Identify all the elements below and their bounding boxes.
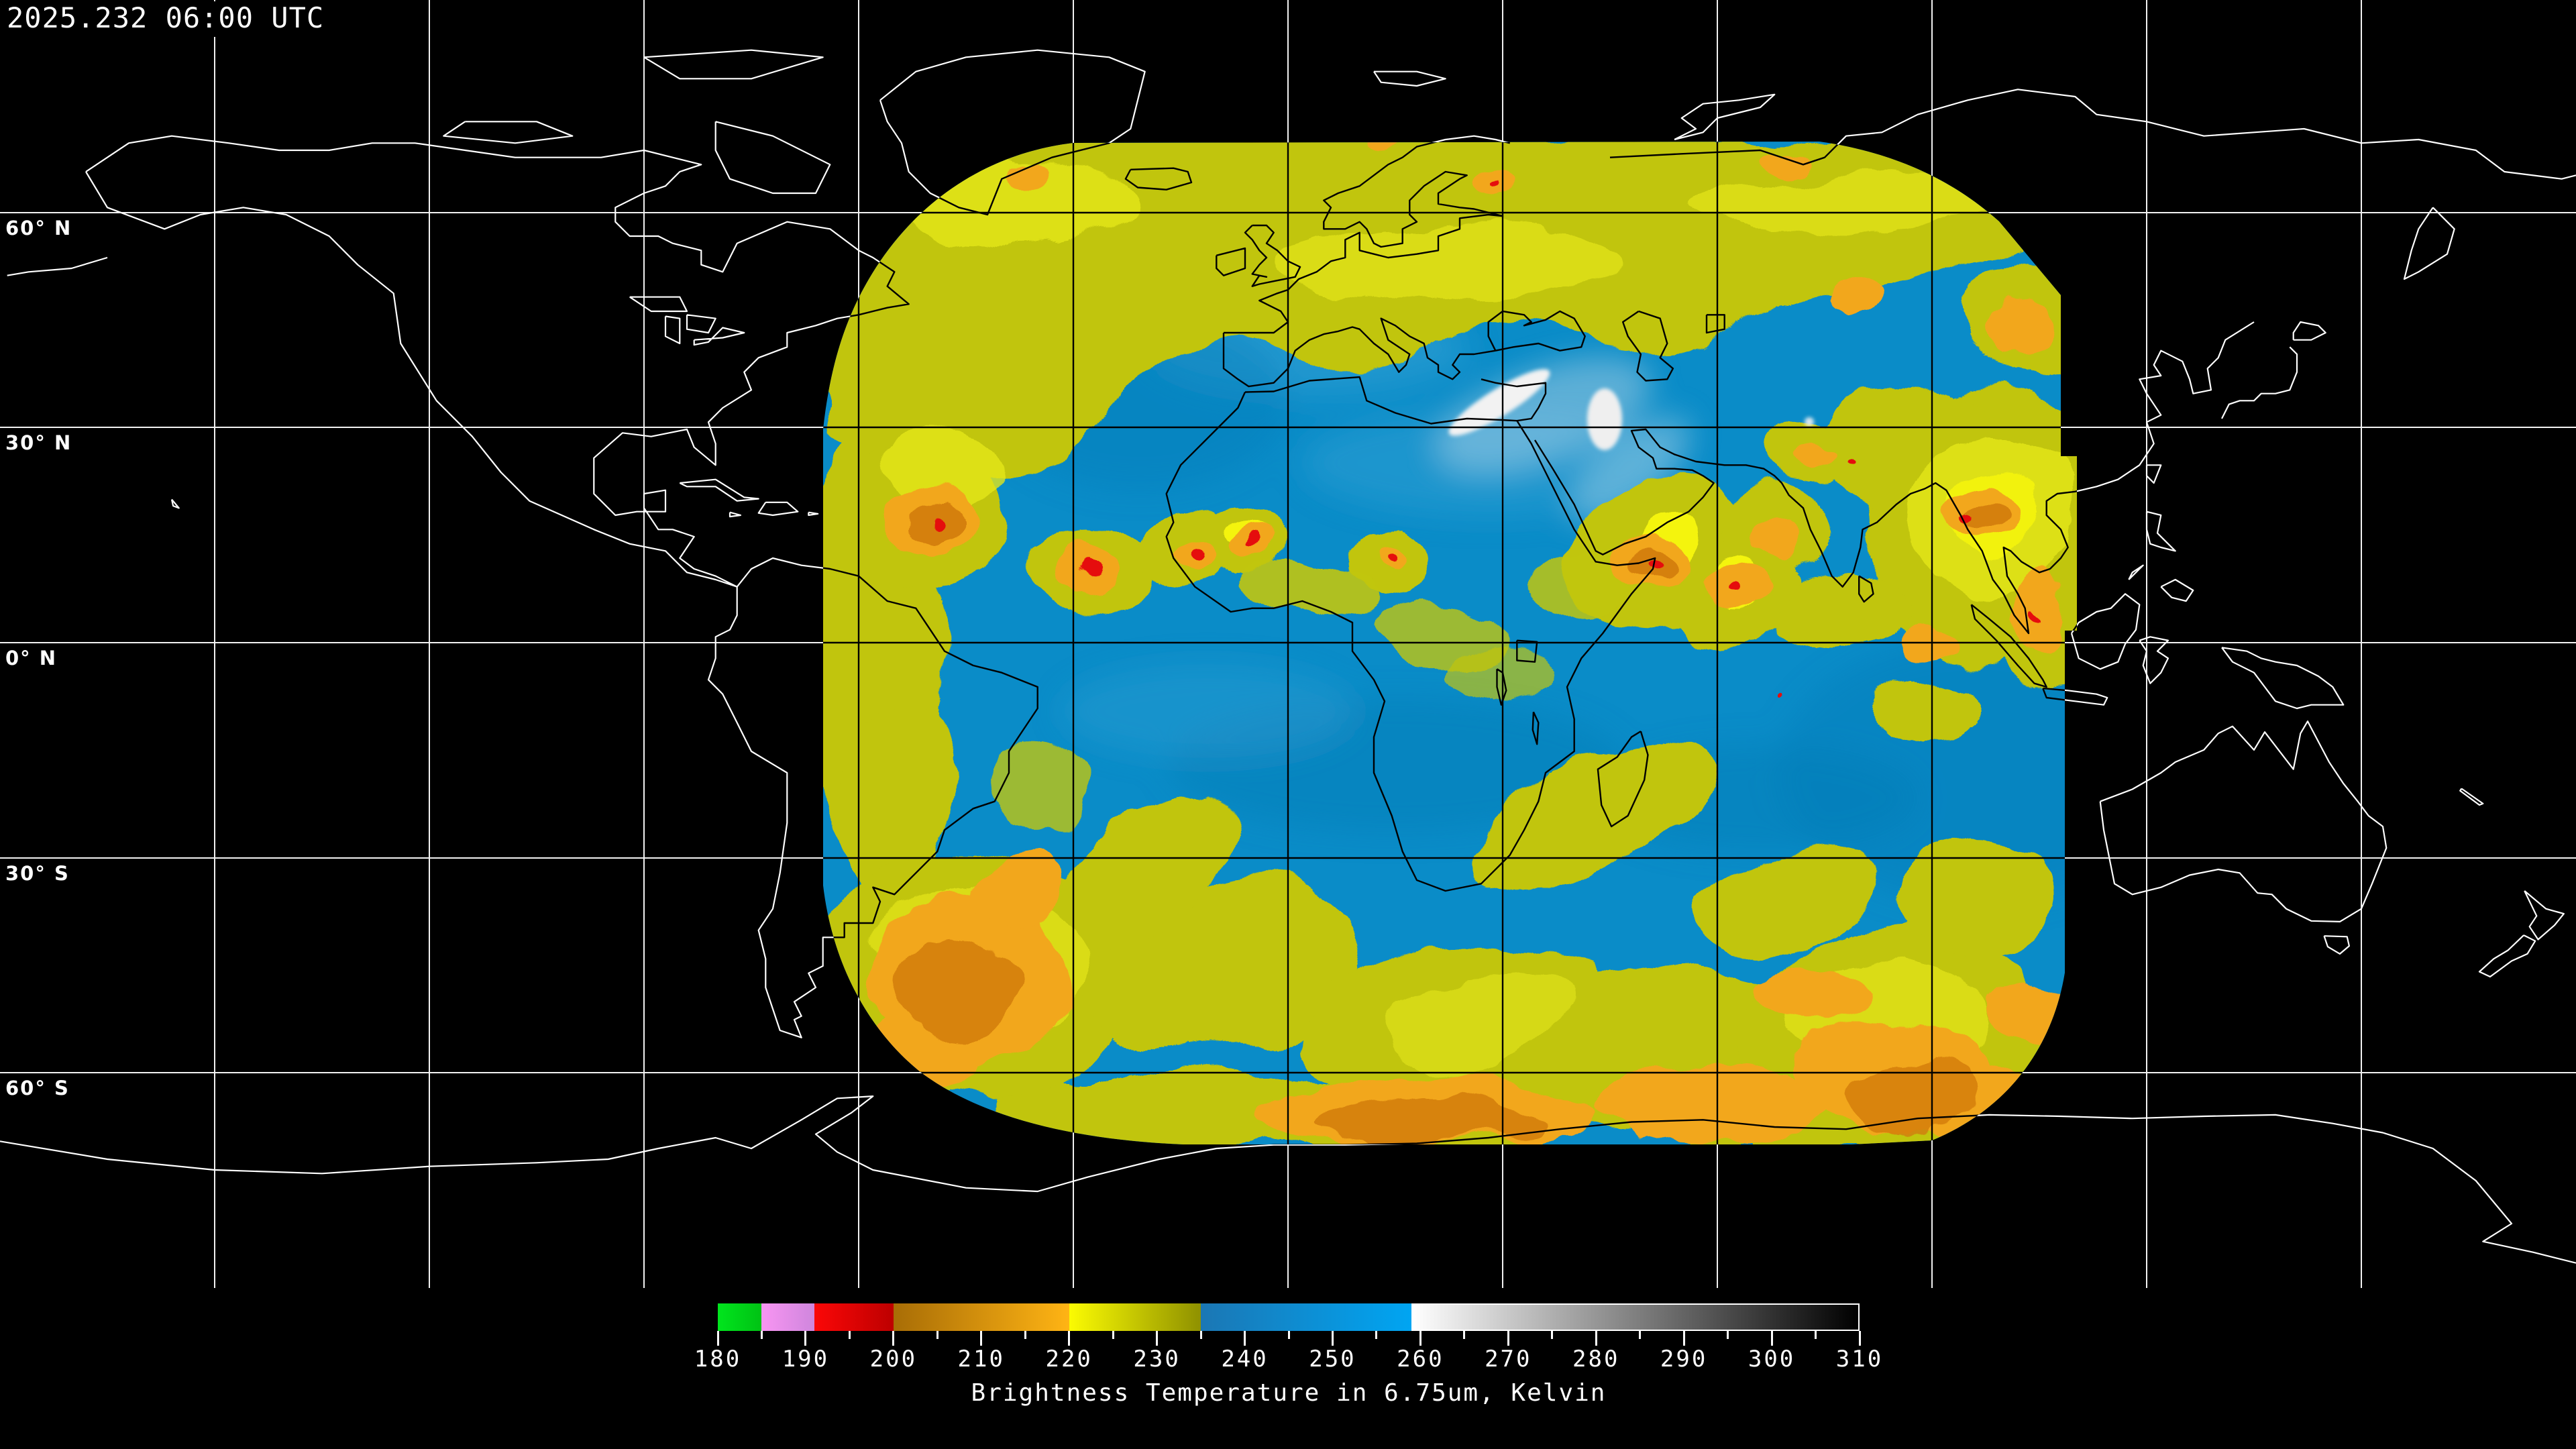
colorbar-tick [980,1331,983,1346]
colorbar-segment [761,1303,814,1331]
colorbar-tick-label: 280 [1572,1346,1620,1373]
colorbar-tick [848,1331,851,1339]
colorbar: 180 190 200 210 220 230 240 250 260 270 280 290 300 3… [0,1288,2576,1449]
satellite-footprint [823,142,2077,1144]
colorbar-tick-label: 300 [1748,1346,1796,1373]
colorbar-tick [1770,1331,1773,1346]
colorbar-segment [718,1303,762,1331]
colorbar-bar [718,1303,1860,1331]
colorbar-segment [1201,1303,1412,1331]
colorbar-tick [1244,1331,1246,1346]
latitude-label: 30° S [5,862,70,885]
colorbar-tick [1331,1331,1334,1346]
colorbar-tick [1463,1331,1466,1339]
colorbar-tick [1551,1331,1554,1339]
colorbar-tick [1507,1331,1509,1346]
colorbar-tick-label: 290 [1660,1346,1708,1373]
latitude-label: 30° N [5,431,72,454]
colorbar-tick [804,1331,807,1346]
colorbar-title: Brightness Temperature in 6.75um, Kelvin [971,1379,1607,1407]
colorbar-tick-label: 270 [1485,1346,1532,1373]
colorbar-tick [1682,1331,1685,1346]
colorbar-tick [716,1331,719,1346]
colorbar-tick-label: 250 [1309,1346,1356,1373]
latitude-label: 0° N [5,647,58,669]
colorbar-tick-label: 310 [1835,1346,1884,1373]
colorbar-tick [936,1331,938,1339]
graticule-inside [823,142,2077,1144]
colorbar-tick [1199,1331,1202,1339]
colorbar-tick [1068,1331,1071,1346]
colorbar-tick [1419,1331,1421,1346]
colorbar-tick [1858,1331,1861,1346]
colorbar-tick [1024,1331,1026,1339]
colorbar-tick-label: 220 [1045,1346,1093,1373]
colorbar-tick-label: 260 [1397,1346,1444,1373]
colorbar-tick-label: 200 [869,1346,918,1373]
colorbar-tick-label: 210 [957,1346,1005,1373]
colorbar-tick-label: 180 [694,1346,742,1373]
colorbar-tick [1727,1331,1729,1339]
colorbar-tick [1595,1331,1597,1346]
colorbar-segment [814,1303,894,1331]
colorbar-tick [1156,1331,1159,1346]
colorbar-tick [1375,1331,1378,1339]
timestamp: 2025.232 06:00 UTC [7,1,334,37]
colorbar-tick [1815,1331,1817,1339]
colorbar-tick [760,1331,763,1339]
colorbar-tick [1112,1331,1114,1339]
colorbar-tick-label: 240 [1221,1346,1269,1373]
colorbar-tick [1287,1331,1290,1339]
coastlines-inside [823,142,2077,1144]
colorbar-segment [1411,1303,1860,1331]
colorbar-tick [892,1331,895,1346]
latitude-label: 60° N [5,217,72,239]
colorbar-tick-label: 230 [1133,1346,1181,1373]
colorbar-segment [1069,1303,1201,1331]
colorbar-tick-label: 190 [782,1346,830,1373]
colorbar-tick [1639,1331,1642,1339]
colorbar-segment [893,1303,1069,1331]
latitude-label: 60° S [5,1077,70,1099]
